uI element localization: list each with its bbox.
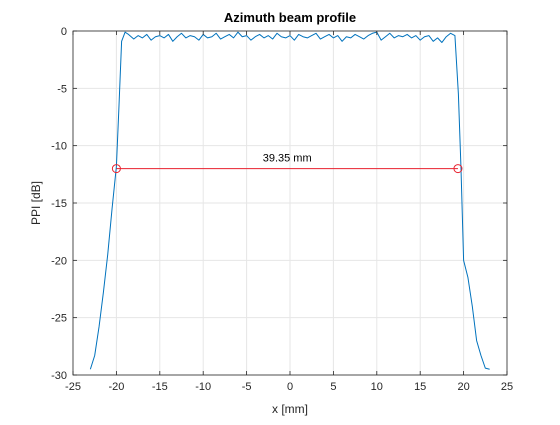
x-tick-label: -25 [65, 381, 81, 393]
x-tick-label: 20 [457, 381, 469, 393]
width-annotation-label: 39.35 mm [263, 153, 312, 165]
x-tick-label: 5 [330, 381, 336, 393]
x-tick-label: -5 [242, 381, 252, 393]
x-tick-label: 10 [371, 381, 383, 393]
x-tick-label: 25 [501, 381, 513, 393]
chart-title: Azimuth beam profile [224, 10, 356, 25]
y-tick-label: 0 [61, 26, 67, 38]
x-tick-label: -15 [152, 381, 168, 393]
ticks: -25 -20 -15 -10 -5 0 5 10 15 20 250-5-10-15-20-25-… [51, 26, 513, 393]
data-layer [89, 31, 490, 370]
x-axis-label: x [mm] [272, 402, 308, 416]
y-tick-label: -15 [51, 198, 67, 210]
y-tick-label: -5 [57, 83, 67, 95]
x-tick-label: -10 [195, 381, 211, 393]
y-axis-label: PPI [dB] [29, 181, 43, 225]
y-tick-label: -25 [51, 313, 67, 325]
x-tick-label: 0 [287, 381, 293, 393]
y-tick-label: -10 [51, 141, 67, 153]
width-marker-right [453, 164, 463, 174]
y-tick-label: -30 [51, 370, 67, 382]
x-tick-label: -20 [108, 381, 124, 393]
y-tick-label: -20 [51, 255, 67, 267]
width-marker-left [111, 164, 121, 174]
x-tick-label: 15 [414, 381, 426, 393]
annotation-layer: 39.35 mm [111, 153, 463, 174]
series-line [89, 31, 490, 370]
